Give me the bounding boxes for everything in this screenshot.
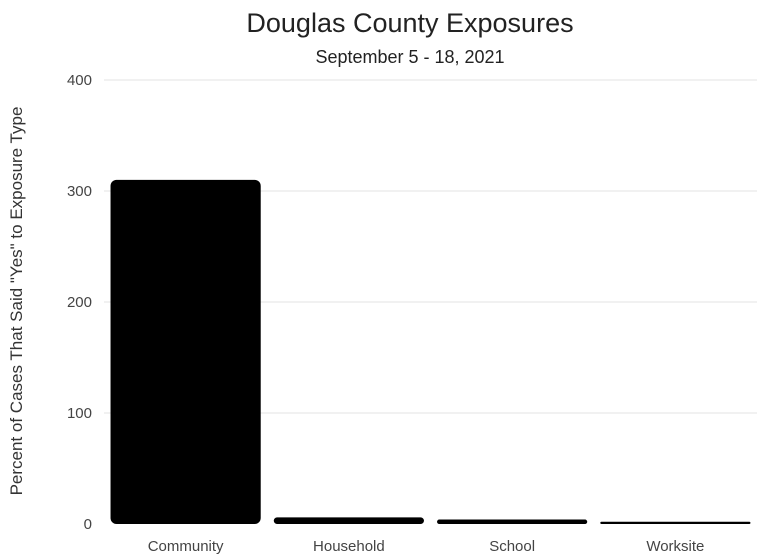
y-axis-label: Percent of Cases That Said "Yes" to Expo…	[7, 107, 26, 496]
bar-worksite	[600, 521, 751, 524]
y-tick-label: 300	[67, 183, 92, 200]
x-tick-label: Community	[148, 538, 224, 555]
x-tick-label: Household	[313, 538, 385, 555]
chart-title: Douglas County Exposures	[246, 8, 573, 38]
x-axis-ticks: Community Household School Worksite	[148, 538, 705, 555]
y-tick-label: 100	[67, 405, 92, 422]
bar-school	[437, 519, 588, 524]
y-axis-ticks: 0 100 200 300 400	[67, 72, 92, 533]
chart-subtitle: September 5 - 18, 2021	[315, 47, 504, 67]
x-tick-label: School	[489, 538, 535, 555]
bars	[110, 179, 751, 524]
x-tick-label: Worksite	[646, 538, 704, 555]
bar-community	[110, 179, 261, 524]
bar-household	[273, 517, 424, 524]
y-tick-label: 400	[67, 72, 92, 89]
y-tick-label: 0	[84, 516, 92, 533]
y-tick-label: 200	[67, 294, 92, 311]
